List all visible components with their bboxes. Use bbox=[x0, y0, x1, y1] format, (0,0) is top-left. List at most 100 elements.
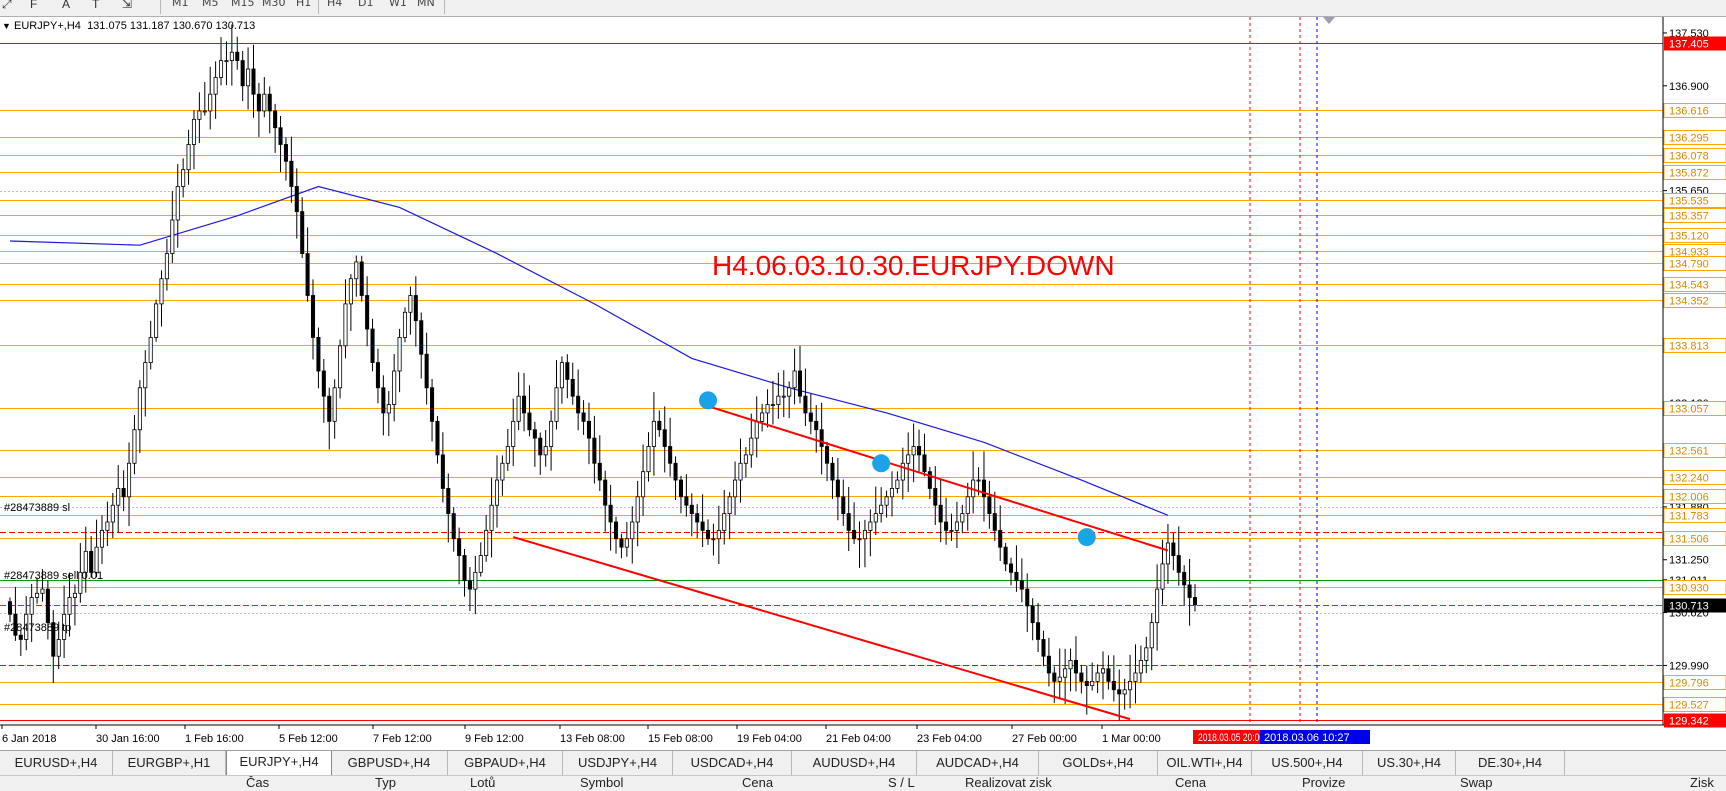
candle-body-bear bbox=[1171, 542, 1176, 556]
trade-annotation-text[interactable]: H4.06.03.10.30.EURJPY.DOWN bbox=[712, 250, 1115, 281]
candle-body-bull bbox=[895, 479, 900, 489]
timeframe-w1-button[interactable]: W1 bbox=[389, 0, 407, 9]
terminal-column-header[interactable]: Provize bbox=[1302, 775, 1346, 790]
level-price-label: 135.357 bbox=[1669, 211, 1709, 223]
timeframe-h4-button[interactable]: H4 bbox=[327, 0, 343, 9]
order-lines-layer[interactable] bbox=[0, 532, 1663, 666]
level-tag bbox=[1663, 531, 1726, 546]
swing-high-marker[interactable] bbox=[872, 454, 891, 473]
candle bbox=[597, 435, 602, 492]
chart-tab-gbpusd-h4[interactable]: GBPUSD+,H4 bbox=[331, 751, 448, 775]
chart-tab-golds-h4[interactable]: GOLDs+,H4 bbox=[1039, 751, 1158, 775]
terminal-column-header[interactable]: Realizovat zisk bbox=[965, 775, 1052, 790]
swing-high-marker[interactable] bbox=[1077, 528, 1096, 547]
chart-tab-audusd-h4[interactable]: AUDUSD+,H4 bbox=[792, 751, 917, 775]
candle-body-bear bbox=[603, 479, 608, 506]
timeframe-m15-button[interactable]: M15 bbox=[231, 0, 255, 9]
chart-tab-audcad-h4[interactable]: AUDCAD+,H4 bbox=[917, 751, 1039, 775]
crosshair-icon[interactable]: ⤢ bbox=[2, 0, 12, 11]
chart-tab-eurjpy-h4[interactable]: EURJPY+,H4 bbox=[226, 751, 332, 776]
candle-body-bull bbox=[408, 295, 413, 313]
candle bbox=[981, 451, 986, 522]
candle bbox=[45, 580, 50, 640]
fibonacci-icon[interactable]: F bbox=[30, 0, 38, 11]
candle-body-bull bbox=[83, 550, 88, 573]
candle-body-bear bbox=[938, 504, 943, 523]
candle-body-bear bbox=[462, 555, 467, 582]
terminal-column-header[interactable]: Cena bbox=[1175, 775, 1207, 790]
candle-body-bull bbox=[137, 387, 142, 431]
candle bbox=[72, 584, 77, 626]
candle-body-bear bbox=[662, 429, 667, 447]
terminal-column-header[interactable]: Symbol bbox=[580, 775, 624, 790]
chart-tab-eurgbp-h1[interactable]: EURGBP+,H1 bbox=[113, 751, 226, 775]
price-chart[interactable]: 137.530136.900135.650133.120131.880131.2… bbox=[0, 17, 1726, 750]
candle-body-bull bbox=[900, 462, 905, 481]
timeframe-d1-button[interactable]: D1 bbox=[358, 0, 374, 9]
candle bbox=[267, 86, 272, 134]
timeframe-h1-button[interactable]: H1 bbox=[296, 0, 312, 9]
candle-body-bull bbox=[873, 513, 878, 523]
candle-body-bull bbox=[960, 513, 965, 523]
timeframe-m1-button[interactable]: M1 bbox=[172, 0, 189, 9]
candle-body-bear bbox=[251, 68, 256, 95]
vertical-markers-layer bbox=[1249, 17, 1335, 725]
candle-body-bear bbox=[1192, 597, 1198, 606]
terminal-column-header[interactable]: Zisk bbox=[1690, 775, 1714, 790]
terminal-column-header[interactable]: S / L bbox=[888, 775, 915, 790]
swing-markers-layer[interactable] bbox=[699, 391, 1096, 547]
chart-tab-us-500-h4[interactable]: US.500+,H4 bbox=[1252, 751, 1363, 775]
chart-tab-usdjpy-h4[interactable]: USDJPY+,H4 bbox=[563, 751, 673, 775]
collapse-triangle-icon[interactable]: ▼ bbox=[2, 21, 11, 31]
candle bbox=[787, 381, 792, 419]
candle bbox=[489, 477, 494, 558]
chart-tab-eurusd-h4[interactable]: EURUSD+,H4 bbox=[0, 751, 113, 775]
timeframe-mn-button[interactable]: MN bbox=[417, 0, 435, 9]
candle bbox=[370, 318, 375, 372]
chart-tab-de-30-h4[interactable]: DE.30+,H4 bbox=[1456, 751, 1565, 775]
candle-body-bull bbox=[164, 253, 169, 280]
candle-body-bull bbox=[516, 395, 521, 422]
horizontal-levels-layer[interactable] bbox=[0, 43, 1663, 721]
candle bbox=[944, 497, 949, 545]
terminal-column-header[interactable]: Cena bbox=[742, 775, 774, 790]
candle bbox=[662, 406, 667, 473]
swing-high-marker[interactable] bbox=[699, 391, 718, 410]
channel-trend-line[interactable] bbox=[512, 536, 1131, 721]
chart-tab-oil-wti-h4[interactable]: OIL.WTI+,H4 bbox=[1158, 751, 1252, 775]
channel-trend-line[interactable] bbox=[707, 405, 1169, 552]
candle-body-bear bbox=[532, 429, 537, 439]
candle bbox=[246, 47, 251, 110]
arrows-icon[interactable]: ⇲ bbox=[122, 0, 133, 11]
candle bbox=[365, 276, 370, 347]
candle-body-bull bbox=[397, 337, 402, 372]
channel-lines-layer[interactable] bbox=[512, 405, 1169, 721]
chart-tabs: EURUSD+,H4 EURGBP+,H1 EURJPY+,H4 GBPUSD+,H4… bbox=[0, 750, 1726, 776]
candle bbox=[440, 432, 445, 503]
timeframe-m30-button[interactable]: M30 bbox=[262, 0, 286, 9]
candle bbox=[695, 504, 700, 539]
time-label: 13 Feb 08:00 bbox=[560, 733, 625, 745]
candle bbox=[705, 519, 711, 545]
terminal-column-header[interactable]: Čas bbox=[246, 775, 270, 790]
chart-tab-gbpaud-h4[interactable]: GBPAUD+,H4 bbox=[448, 751, 563, 775]
candle-body-bull bbox=[1128, 680, 1133, 691]
timeframe-m5-button[interactable]: M5 bbox=[202, 0, 219, 9]
chart-tab-us-30-h4[interactable]: US.30+,H4 bbox=[1363, 751, 1456, 775]
terminal-column-header[interactable]: Typ bbox=[375, 775, 396, 790]
candle-body-bear bbox=[700, 521, 705, 531]
text-tool-icon[interactable]: A bbox=[62, 0, 71, 11]
candle-body-bull bbox=[711, 538, 716, 541]
level-price-label: 132.240 bbox=[1669, 473, 1709, 485]
chart-tab-usdcad-h4[interactable]: USDCAD+,H4 bbox=[673, 751, 792, 775]
candle-body-bear bbox=[797, 370, 803, 397]
candle-body-bear bbox=[1030, 605, 1035, 624]
time-label: 9 Feb 12:00 bbox=[465, 733, 524, 745]
label-tool-icon[interactable]: T bbox=[92, 0, 100, 11]
candle-body-bear bbox=[467, 580, 472, 590]
candle-body-bear bbox=[846, 513, 851, 531]
moving-average-line bbox=[9, 185, 1169, 516]
terminal-column-header[interactable]: Swap bbox=[1460, 775, 1493, 790]
candle-body-bull bbox=[651, 420, 656, 447]
terminal-column-header[interactable]: Lotů bbox=[470, 775, 496, 790]
